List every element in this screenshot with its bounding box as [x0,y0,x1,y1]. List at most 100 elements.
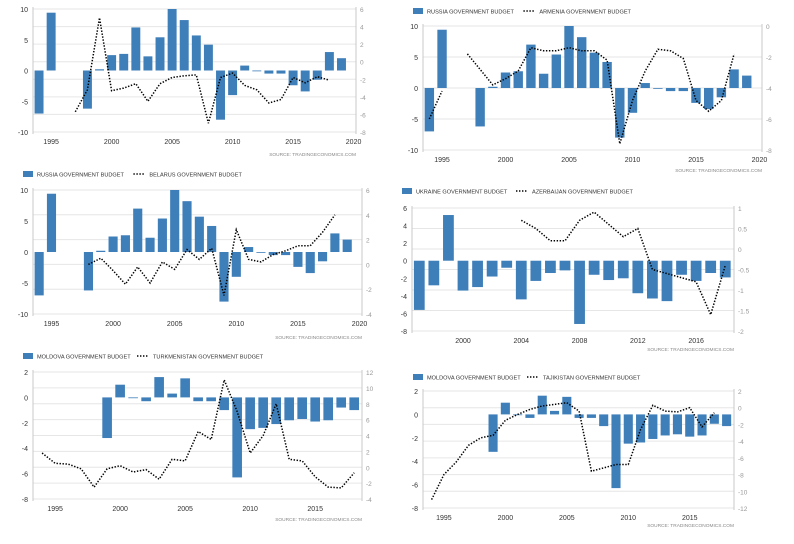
right-axis-tick-label: -6 [360,112,366,119]
bar [182,201,192,252]
right-axis-tick-label: -0.5 [738,268,750,275]
bar [719,260,731,278]
left-axis-tick-label: 0 [414,412,418,419]
chart-panel-5: -8 -6 -4 -2 0 2 -4 -2 0 2 4 6 8 10 12 1995 2000 2005 2010 2… [22,353,374,523]
legend-label-bar: RUSSIA GOVERNMENT BUDGET [37,173,125,179]
chart-panel-3: -10 -5 0 5 10 -4 -2 0 2 4 6 1995 2000 2005 2010 2015 202… [18,171,372,341]
bar [293,252,303,267]
bar [179,20,189,71]
bar [443,215,454,261]
bar [157,218,167,252]
bar [330,233,340,252]
bar [167,9,177,71]
bar [586,414,596,418]
x-axis-tick-label: 2008 [572,338,588,345]
bar [342,239,352,252]
bar [703,88,714,110]
x-axis-tick-label: 2015 [285,139,301,146]
bar [472,260,483,288]
bar [672,414,683,435]
bar [268,252,278,256]
right-axis-tick-label: -2 [738,422,744,429]
bar [678,88,688,92]
bar [577,37,587,88]
legend-label-line: ARMENIA GOVERNMENT BUDGET [539,10,631,16]
bar [120,235,130,252]
legend-label-line: TURKMENISTAN GOVERNMENT BUDGET [153,355,264,361]
bar [191,35,201,71]
bar [167,393,177,398]
bar [102,397,112,439]
left-axis-tick-label: 10 [20,188,28,195]
right-axis-tick-label: 6 [366,418,370,425]
x-axis-tick-label: 2016 [688,338,704,345]
left-axis-tick-label: 2 [24,370,28,377]
left-axis-tick-label: -8 [401,329,407,336]
source-label: SOURCE: TRADINGECONOMICS.COM [647,347,734,353]
bar [128,397,138,399]
left-axis-tick-label: -5 [22,99,28,106]
chart-panel-2: -10 -5 0 5 10 -8 -6 -4 -2 0 1995 2000 2005 2010 2015 20… [408,8,772,174]
right-axis-tick-label: -2 [366,481,372,488]
bar [119,53,129,71]
x-axis-tick-label: 2000 [498,515,514,522]
right-axis-tick-label: -6 [738,456,744,463]
right-axis-tick-label: 1 [738,206,742,213]
bar [457,260,469,291]
x-axis-tick-label: 2015 [688,157,704,164]
left-axis-tick-label: -6 [412,483,418,490]
source-label: SOURCE: TRADINGECONOMICS.COM [275,335,362,341]
bar [660,414,670,436]
right-axis-tick-label: 12 [366,370,374,377]
legend-label-bar: MOLDOVA GOVERNMENT BUDGET [427,376,521,382]
x-axis-tick-label: 1995 [436,515,452,522]
bar [691,88,701,103]
x-axis-tick-label: 1995 [434,157,450,164]
bar [284,397,294,421]
right-axis-tick-label: 0.5 [738,227,747,234]
left-axis-tick-label: -8 [412,506,418,513]
left-axis-tick-label: -2 [412,436,418,443]
bar [245,397,255,430]
bar [131,27,141,71]
bar [258,397,268,428]
bar [297,397,307,419]
source-label: SOURCE: TRADINGECONOMICS.COM [647,523,734,529]
bar [252,70,262,72]
right-axis-tick-label: -10 [738,489,748,496]
x-axis-tick-label: 2000 [104,139,120,146]
left-axis-tick-label: 0 [403,259,407,266]
x-axis-tick-label: 2000 [105,321,121,328]
bar [526,44,536,88]
line-series [466,46,735,145]
right-axis-tick-label: 2 [366,449,370,456]
bar [537,395,547,415]
bar [244,247,254,252]
bar [574,414,584,418]
bar [729,69,739,88]
bar [232,397,242,478]
bar [219,397,229,411]
x-axis-tick-label: 2000 [498,157,514,164]
left-axis-tick-label: -8 [22,497,28,504]
right-axis-tick-label: 8 [366,402,370,409]
legend-swatch-bar [402,188,412,194]
left-axis-tick-label: 4 [403,224,407,231]
bar [705,260,717,274]
left-axis-tick-label: 0 [414,86,418,93]
bar [615,88,625,138]
bar [264,70,274,74]
bar [475,88,485,127]
legend-swatch-bar [23,353,33,359]
x-axis-tick-label: 2005 [167,321,183,328]
x-axis-tick-label: 2020 [752,157,768,164]
line-series [520,211,727,317]
bar [515,260,527,300]
bar [180,378,190,398]
bar [653,88,663,89]
bar [133,208,143,252]
bar [559,260,571,271]
bar [627,88,638,113]
